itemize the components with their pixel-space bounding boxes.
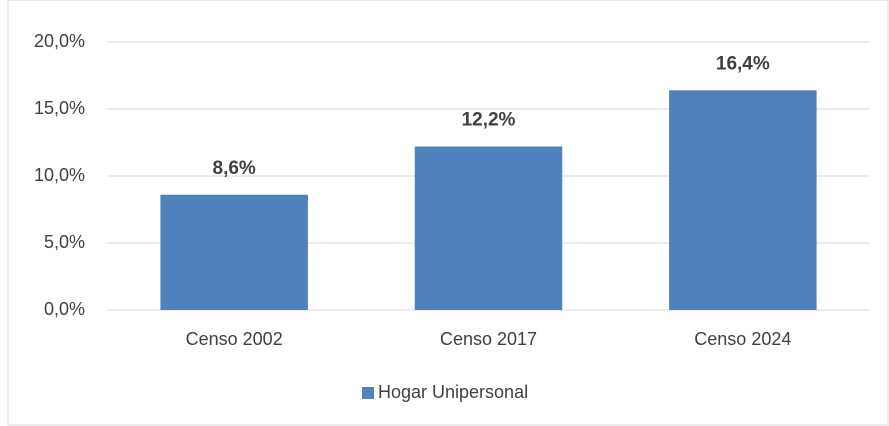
value-label: 16,4%: [716, 53, 770, 74]
x-tick-label: Censo 2024: [694, 329, 791, 349]
legend-label: Hogar Unipersonal: [378, 382, 528, 402]
y-tick-label: 10,0%: [34, 165, 85, 185]
y-tick-label: 15,0%: [34, 98, 85, 118]
chart-border: [7, 0, 889, 426]
bar: [414, 146, 563, 310]
bar: [669, 90, 817, 311]
bar: [160, 194, 308, 310]
y-tick-label: 5,0%: [44, 232, 85, 252]
x-tick-label: Censo 2002: [186, 329, 283, 349]
value-label: 12,2%: [462, 110, 516, 131]
y-tick-label: 0,0%: [44, 299, 85, 319]
value-label: 8,6%: [213, 158, 256, 179]
x-tick-label: Censo 2017: [440, 329, 537, 349]
y-tick-label: 20,0%: [34, 31, 85, 51]
legend-swatch: [362, 387, 374, 399]
